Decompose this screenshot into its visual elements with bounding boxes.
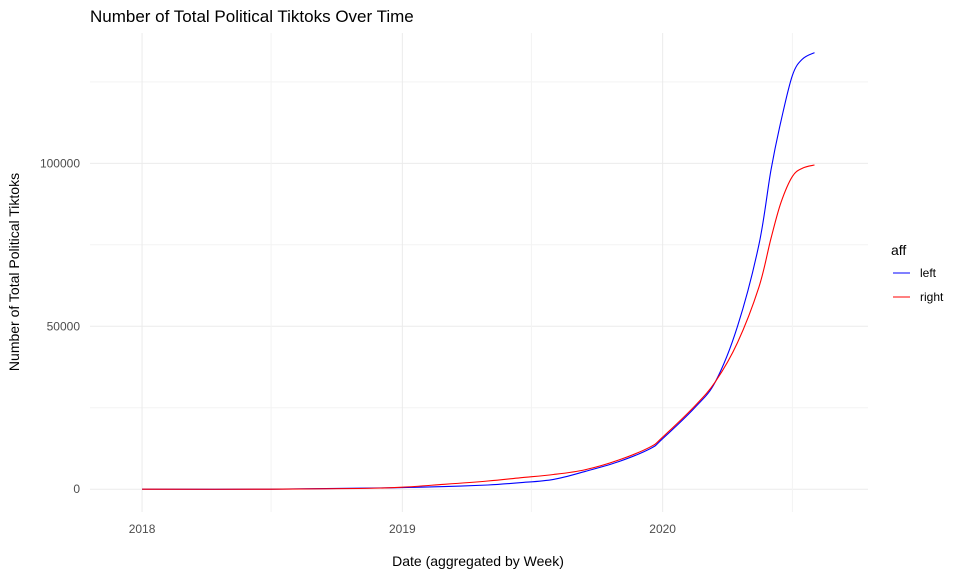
chart-title: Number of Total Political Tiktoks Over T… [90,7,414,26]
y-tick-label: 0 [73,482,80,496]
y-axis-title: Number of Total Political Tiktoks [6,173,22,371]
legend-title: aff [891,242,906,258]
y-tick-label: 100000 [40,156,80,170]
tick-labels: 2018 2019 2020 0 50000 100000 [40,156,676,536]
y-tick-label: 50000 [47,319,81,333]
x-axis-title: Date (aggregated by Week) [392,553,564,569]
legend-item-right: right [893,290,944,304]
x-tick-label: 2018 [129,522,156,536]
legend-item-left: left [893,266,937,280]
legend-label-right: right [920,290,944,304]
legend: aff left right [891,242,944,304]
series-line-left [142,52,815,490]
series-lines [142,52,815,490]
legend-label-left: left [920,266,937,280]
series-line-right [142,164,815,490]
x-tick-label: 2019 [389,522,416,536]
x-tick-label: 2020 [649,522,676,536]
grid [90,33,868,512]
